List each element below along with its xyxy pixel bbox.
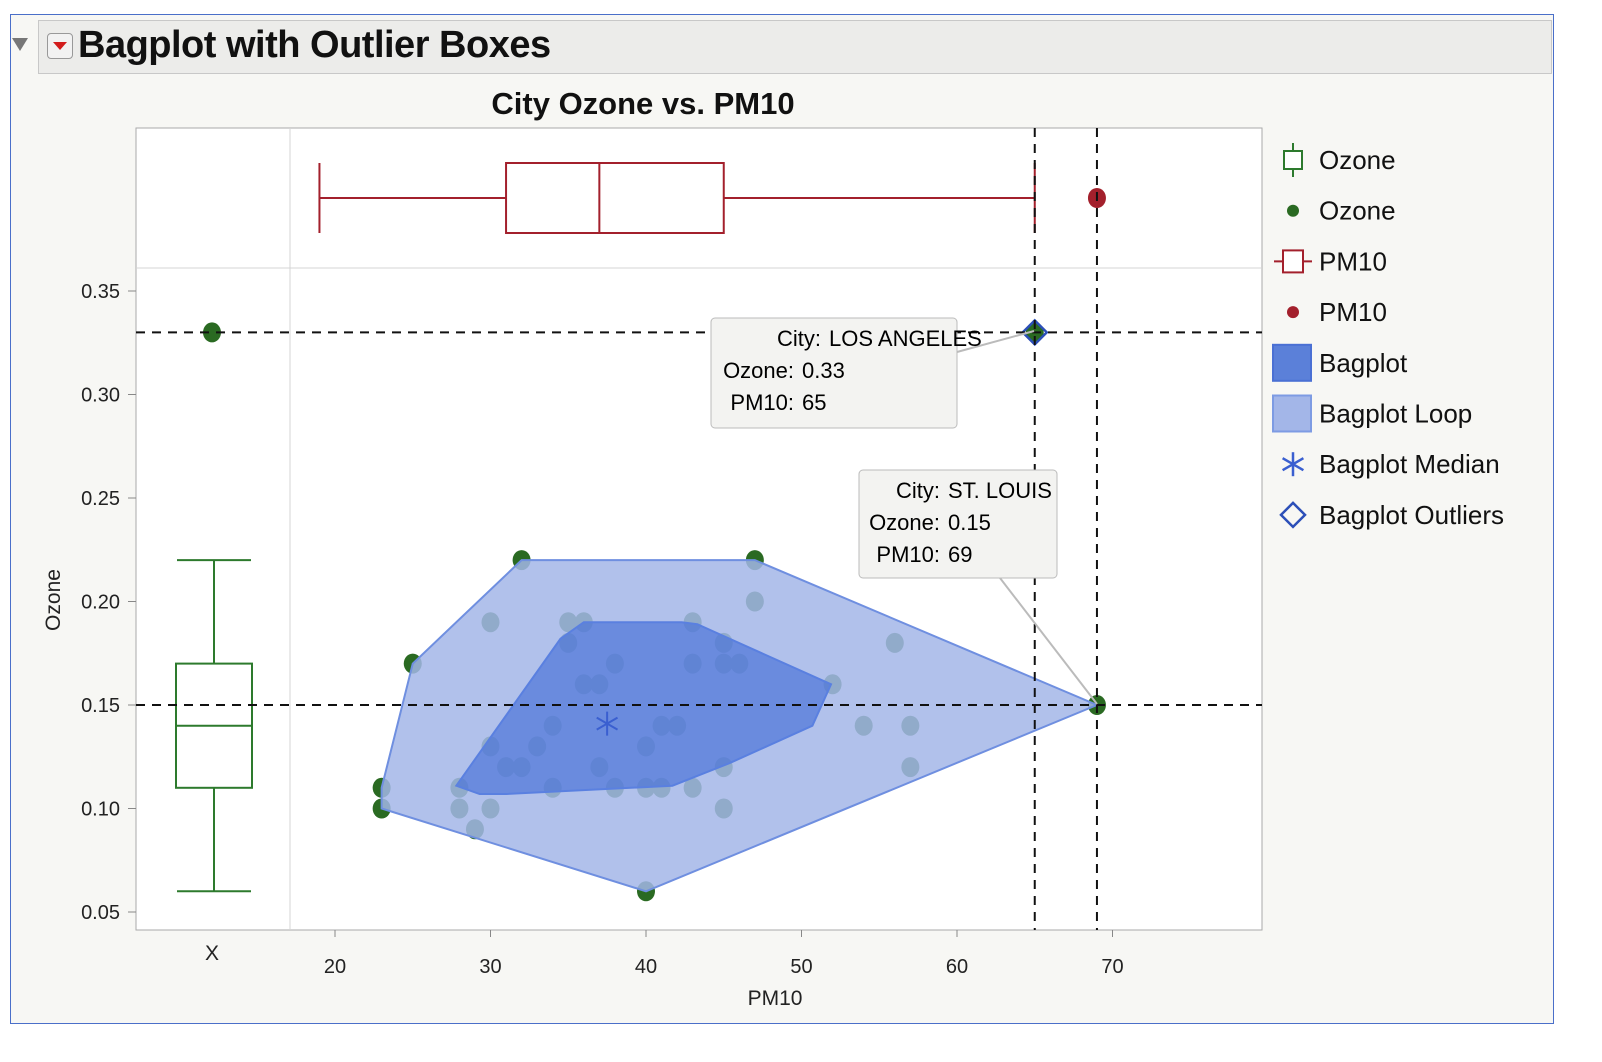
tooltip-pm10-value: 65	[802, 390, 826, 415]
legend-item[interactable]: Bagplot Median	[1281, 449, 1500, 479]
left-panel-label: X	[205, 942, 219, 965]
swatch-bag-icon	[1272, 343, 1312, 382]
x-tick-label: 40	[635, 956, 657, 978]
y-tick-label: 0.30	[81, 385, 120, 407]
red-triangle-menu-icon[interactable]	[47, 33, 73, 59]
box-vertical-green-icon	[1283, 150, 1303, 170]
legend-label: Bagplot	[1319, 348, 1408, 378]
report-title: Bagplot with Outlier Boxes	[78, 24, 551, 66]
pm10-box	[505, 162, 725, 234]
tooltip-box	[858, 469, 1058, 579]
tooltip-leader-line	[956, 330, 1035, 353]
x-tick-label: 60	[946, 956, 968, 978]
dot-red-icon	[1287, 306, 1299, 319]
dot-green-icon	[1287, 204, 1299, 217]
tooltip-city-label: City:	[896, 478, 940, 503]
y-tick-label: 0.05	[81, 902, 120, 924]
bagplot-median-stroke	[596, 716, 619, 731]
legend-item[interactable]: PM10	[1274, 246, 1387, 276]
ozone-outlier-point	[203, 322, 221, 343]
y-tick-label: 0.15	[81, 695, 120, 717]
legend-label: PM10	[1319, 246, 1387, 276]
legend-item[interactable]: Ozone	[1283, 143, 1396, 177]
legend-label: Bagplot Median	[1319, 449, 1500, 479]
legend-item[interactable]: Bagplot Loop	[1272, 394, 1472, 433]
y-tick-label: 0.10	[81, 799, 120, 821]
legend-label: Bagplot Outliers	[1319, 500, 1504, 530]
legend-label: Ozone	[1319, 145, 1396, 175]
legend-item[interactable]: Bagplot	[1272, 343, 1408, 382]
disclosure-triangle-icon[interactable]	[12, 38, 28, 51]
tooltip-pm10-label: PM10:	[876, 542, 940, 567]
swatch-loop-icon	[1272, 394, 1312, 433]
legend-label: Ozone	[1319, 196, 1396, 226]
tooltip-ozone-label: Ozone:	[723, 358, 794, 383]
box-horizontal-red-icon	[1282, 249, 1304, 274]
tooltip-los-angeles: City: LOS ANGELES Ozone: 0.33 PM10: 65	[710, 317, 1035, 429]
chart-title: City Ozone vs. PM10	[491, 86, 794, 121]
y-tick-label: 0.20	[81, 592, 120, 614]
x-tick-label: 20	[324, 956, 346, 978]
outline-header	[38, 20, 1552, 74]
x-tick-label: 50	[790, 956, 812, 978]
y-axis-label: Ozone	[42, 569, 65, 631]
tooltip-ozone-value: 0.33	[802, 358, 845, 383]
x-tick-label: 70	[1101, 956, 1123, 978]
tooltip-ozone-value: 0.15	[948, 510, 991, 535]
tooltip-box	[710, 317, 958, 429]
x-tick-label: 30	[479, 956, 501, 978]
y-tick-label: 0.35	[81, 281, 120, 303]
legend-label: Bagplot Loop	[1319, 399, 1472, 429]
legend-item[interactable]: PM10	[1287, 297, 1387, 327]
legend-item[interactable]: Bagplot Outliers	[1279, 500, 1504, 530]
legend-label: PM10	[1319, 297, 1387, 327]
tooltip-leader-line	[999, 577, 1098, 705]
legend[interactable]: Ozone Ozone PM10 PM10 Bagplot Bagplot Loop Bag…	[1272, 143, 1504, 530]
x-axis-label: PM10	[748, 987, 803, 1010]
bagplot-bag	[454, 621, 833, 796]
diamond-icon	[1279, 501, 1307, 529]
asterisk-icon	[1281, 457, 1305, 472]
tooltip-pm10-value: 69	[948, 542, 972, 567]
tooltip-ozone-label: Ozone:	[869, 510, 940, 535]
tooltip-city-value: ST. LOUIS	[948, 478, 1052, 503]
tooltip-city-value: LOS ANGELES	[829, 326, 982, 351]
y-tick-label: 0.25	[81, 488, 120, 510]
tooltip-pm10-label: PM10:	[730, 390, 794, 415]
tooltip-city-label: City:	[777, 326, 821, 351]
legend-item[interactable]: Ozone	[1287, 196, 1396, 226]
tooltip-st-louis: City: ST. LOUIS Ozone: 0.15 PM10: 69	[858, 469, 1098, 705]
